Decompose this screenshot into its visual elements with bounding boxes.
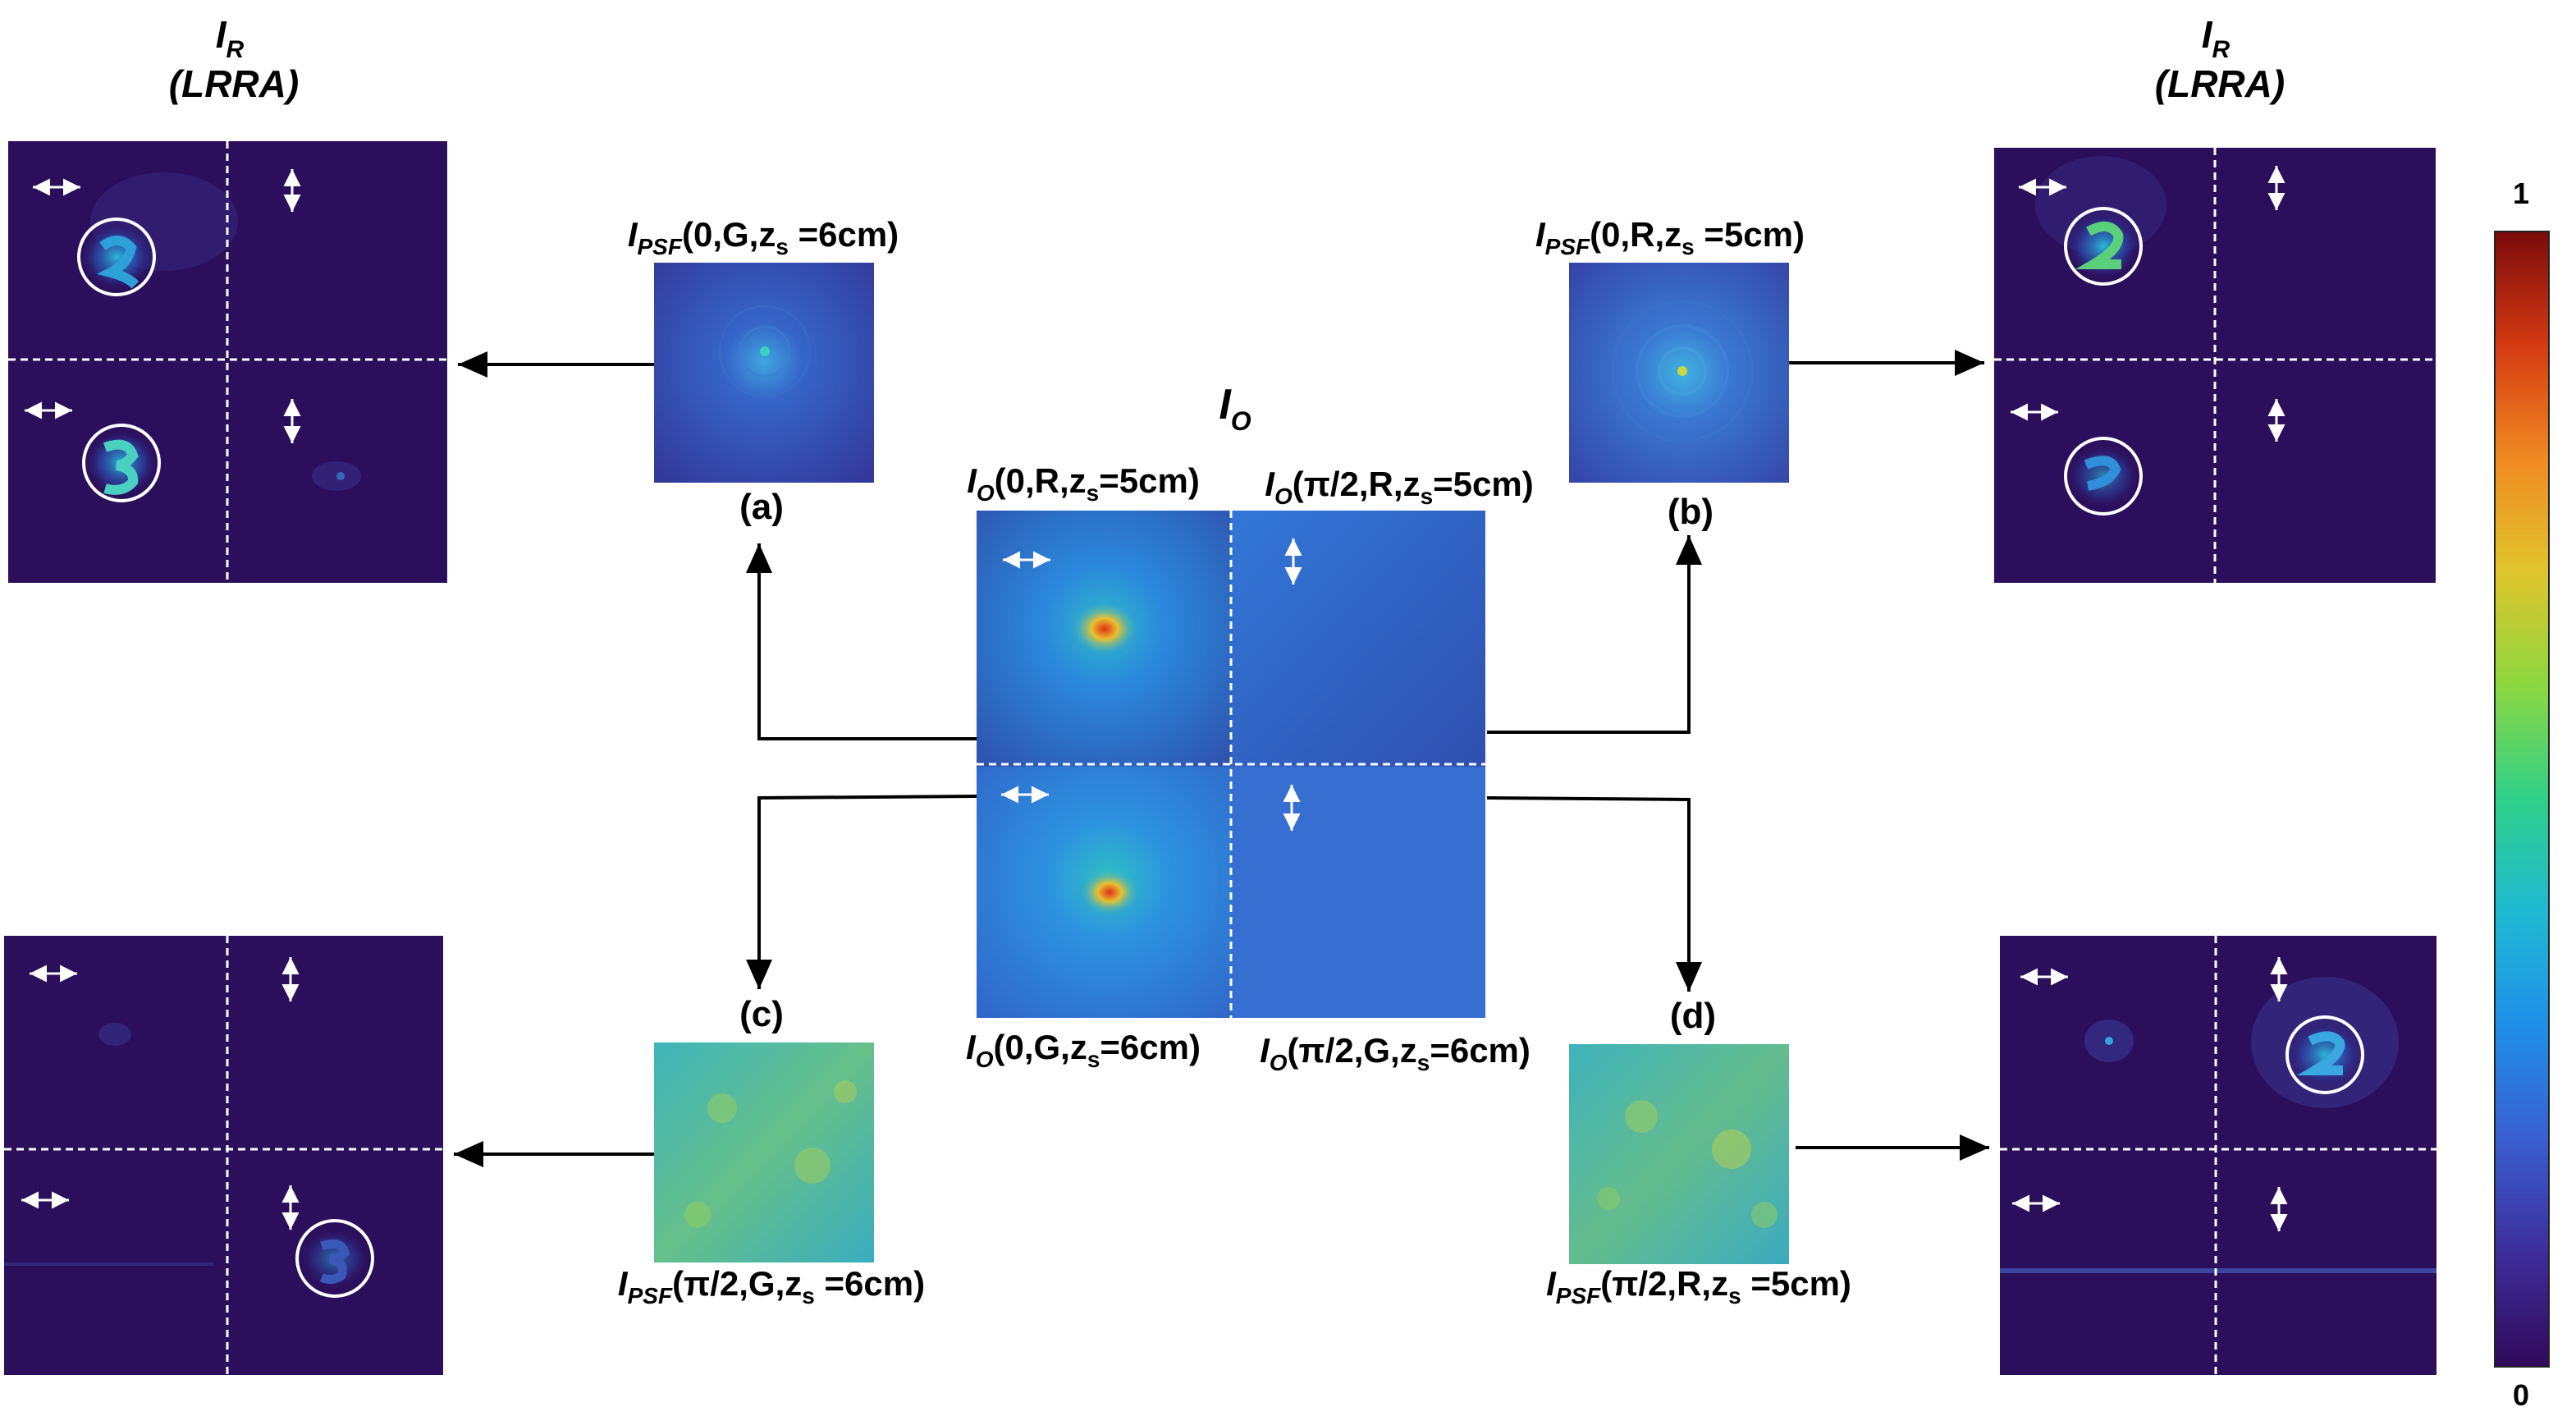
connector-arrows bbox=[454, 350, 1989, 1167]
reconstruction-panel-b bbox=[1994, 148, 2436, 583]
svg-text:IR: IR bbox=[2202, 13, 2231, 63]
highlight-circle bbox=[82, 424, 161, 502]
io-caption-top-left: IO(0,R,zs=5cm) bbox=[967, 461, 1200, 506]
psf-image-c bbox=[654, 1043, 874, 1262]
arrow-io-to-b bbox=[1487, 535, 1702, 734]
highlight-circle bbox=[295, 1219, 374, 1298]
psf-image-b bbox=[1569, 263, 1789, 483]
io-caption-bottom-left: IO(0,G,zs=6cm) bbox=[966, 1028, 1201, 1072]
psf-caption-b: IPSF(0,R,zs =5cm) bbox=[1535, 215, 1805, 259]
psf-image-d bbox=[1569, 1044, 1789, 1264]
psf-image-a bbox=[654, 263, 874, 483]
svg-text:IR: IR bbox=[216, 13, 245, 63]
svg-text:(LRRA): (LRRA) bbox=[169, 62, 299, 105]
label-a: (a) bbox=[739, 487, 784, 527]
io-composite bbox=[977, 511, 1485, 1018]
highlight-circle bbox=[77, 218, 156, 296]
psf-caption-c: IPSF(π/2,G,zs =6cm) bbox=[618, 1264, 925, 1308]
highlight-circle bbox=[2064, 437, 2143, 516]
colorbar: 1 0 bbox=[2494, 176, 2550, 1412]
ir-title-left: IR (LRRA) bbox=[169, 13, 299, 105]
psf-caption-a: IPSF(0,G,zs =6cm) bbox=[628, 215, 899, 259]
highlight-circle bbox=[2064, 207, 2143, 286]
io-caption-top-right: IO(π/2,R,zs=5cm) bbox=[1265, 465, 1533, 509]
reconstruction-panel-c bbox=[4, 936, 443, 1375]
arrow-io-to-c bbox=[746, 795, 977, 989]
io-caption-bottom-right: IO(π/2,G,zs=6cm) bbox=[1260, 1031, 1531, 1075]
label-c: (c) bbox=[739, 994, 784, 1034]
arrow-io-to-a bbox=[746, 543, 977, 740]
arrow-io-to-d bbox=[1486, 796, 1702, 992]
colorbar-min-label: 0 bbox=[2513, 1378, 2529, 1412]
label-d: (d) bbox=[1670, 996, 1716, 1036]
highlight-circle bbox=[2285, 1015, 2364, 1094]
colorbar-max-label: 1 bbox=[2513, 176, 2529, 210]
reconstruction-panel-d bbox=[2000, 936, 2436, 1375]
label-b: (b) bbox=[1668, 492, 1714, 532]
ir-title-right: IR (LRRA) bbox=[2155, 13, 2285, 105]
reconstruction-panel-a bbox=[8, 141, 447, 583]
psf-caption-d: IPSF(π/2,R,zs =5cm) bbox=[1546, 1264, 1851, 1308]
io-title: IO bbox=[1219, 381, 1251, 436]
svg-text:IO: IO bbox=[1219, 381, 1251, 436]
svg-text:(LRRA): (LRRA) bbox=[2155, 62, 2285, 105]
